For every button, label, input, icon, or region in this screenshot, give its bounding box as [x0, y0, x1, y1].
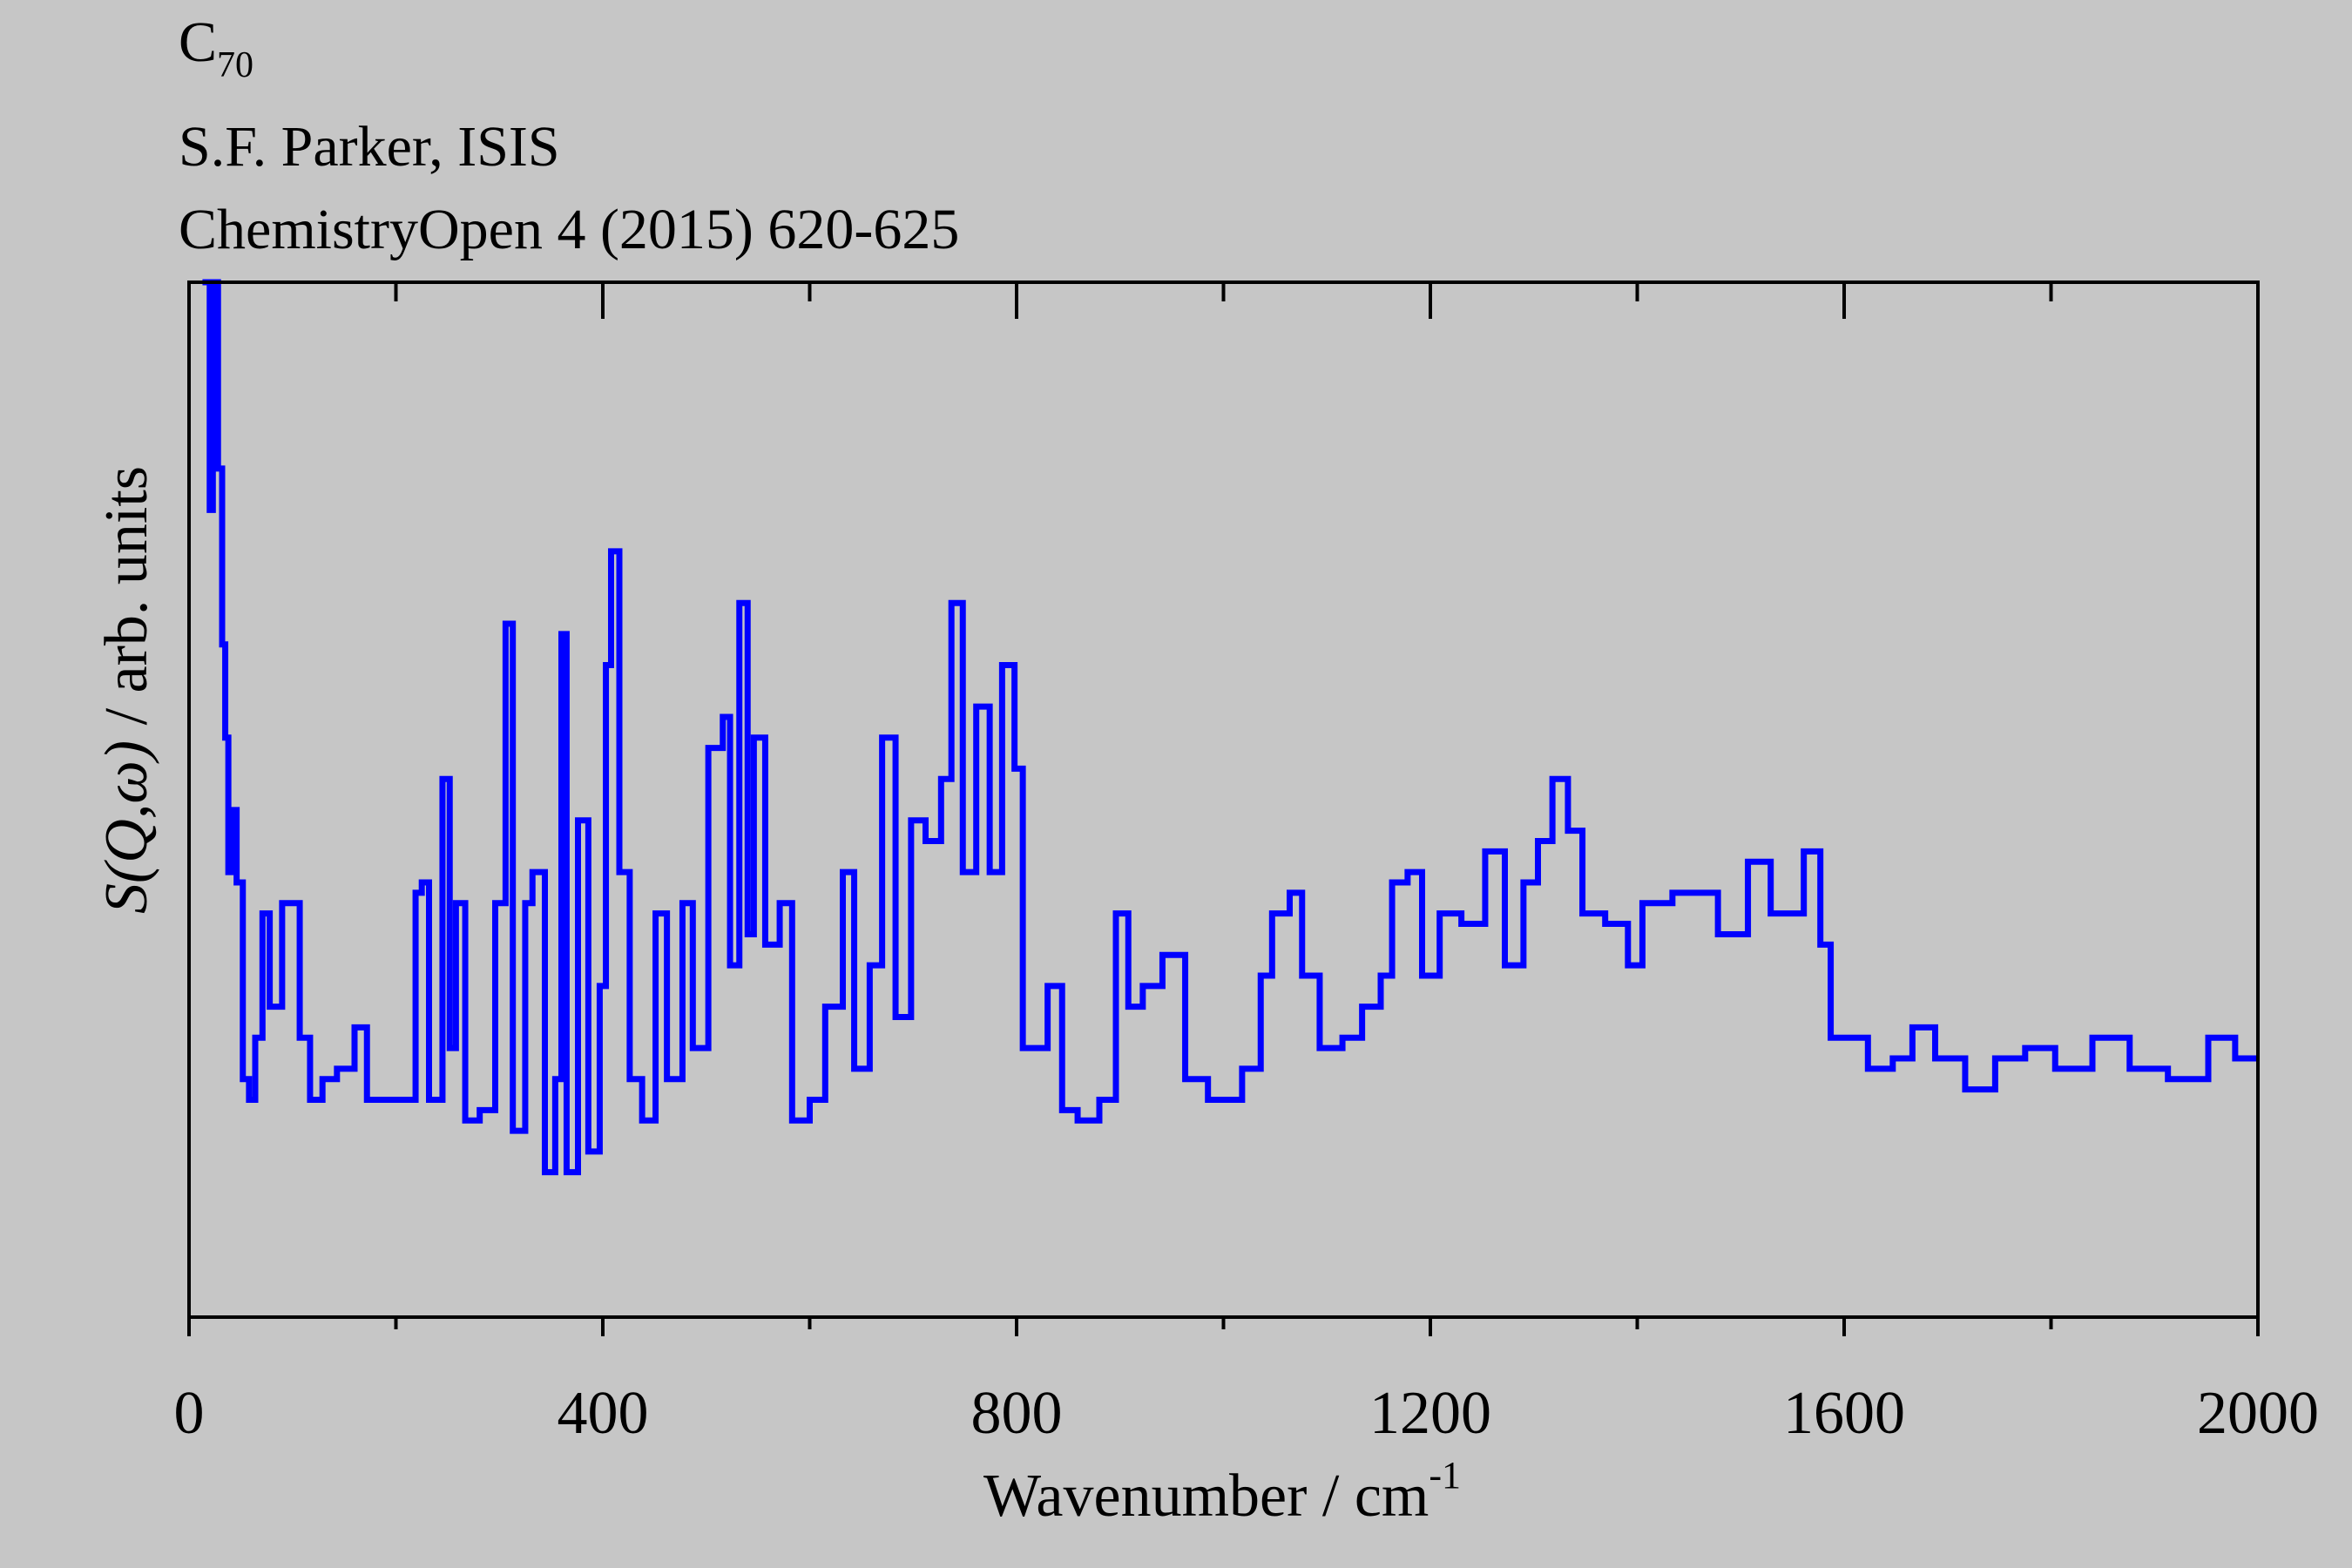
x-axis-label: Wavenumber / cm-1: [983, 1454, 1461, 1530]
y-axis-label: S(Q,ω) / arb. units: [93, 466, 160, 914]
author-label: S.F. Parker, ISIS: [179, 115, 560, 179]
x-tick-label: 400: [558, 1380, 649, 1447]
x-tick-label: 1600: [1783, 1380, 1905, 1447]
plot-frame: [187, 280, 2260, 1319]
x-tick-label: 2000: [2197, 1380, 2319, 1447]
chart-title: C70: [179, 10, 253, 85]
reference-label: ChemistryOpen 4 (2015) 620-625: [179, 198, 959, 261]
x-tick-label: 800: [971, 1380, 1063, 1447]
x-axis-ticks: 0 400 800 1200 1600 2000: [174, 282, 2319, 1447]
x-tick-label: 1200: [1369, 1380, 1491, 1447]
x-tick-label: 0: [174, 1380, 205, 1447]
series-line: [202, 279, 2258, 1176]
plot-series: [202, 279, 2258, 1176]
